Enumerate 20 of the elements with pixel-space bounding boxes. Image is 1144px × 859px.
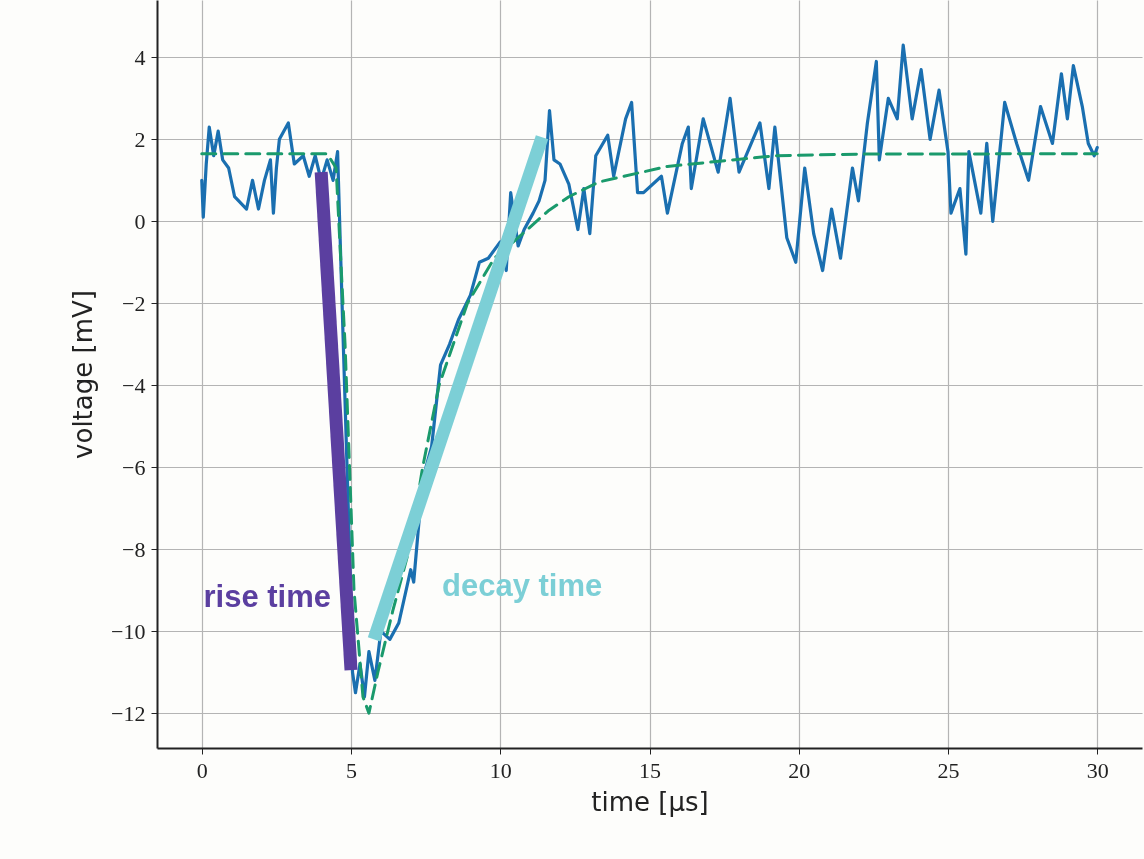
x-tick-label: 15 bbox=[639, 757, 661, 783]
x-axis-title: time [μs] bbox=[591, 786, 709, 817]
y-tick-label: −4 bbox=[122, 372, 146, 398]
y-tick-label: −12 bbox=[111, 700, 146, 726]
x-tick-label: 30 bbox=[1086, 757, 1109, 783]
y-tick-label: 4 bbox=[134, 44, 146, 70]
y-axis-title: voltage [mV] bbox=[68, 290, 99, 459]
y-tick-label: −10 bbox=[111, 618, 146, 644]
y-tick-label: 0 bbox=[134, 208, 146, 234]
x-tick-label: 5 bbox=[346, 757, 358, 783]
line-series bbox=[200, 152, 1099, 715]
x-tick-label: 25 bbox=[937, 757, 960, 783]
x-tick-label: 10 bbox=[489, 757, 512, 783]
x-tick-label: 0 bbox=[196, 757, 208, 783]
x-tick-label: 20 bbox=[788, 757, 811, 783]
y-tick-label: −2 bbox=[122, 290, 146, 316]
series-label: rise time bbox=[203, 579, 332, 615]
y-tick-label: 2 bbox=[134, 126, 146, 152]
y-tick-label: −6 bbox=[122, 454, 146, 480]
y-tick-label: −8 bbox=[122, 536, 146, 562]
